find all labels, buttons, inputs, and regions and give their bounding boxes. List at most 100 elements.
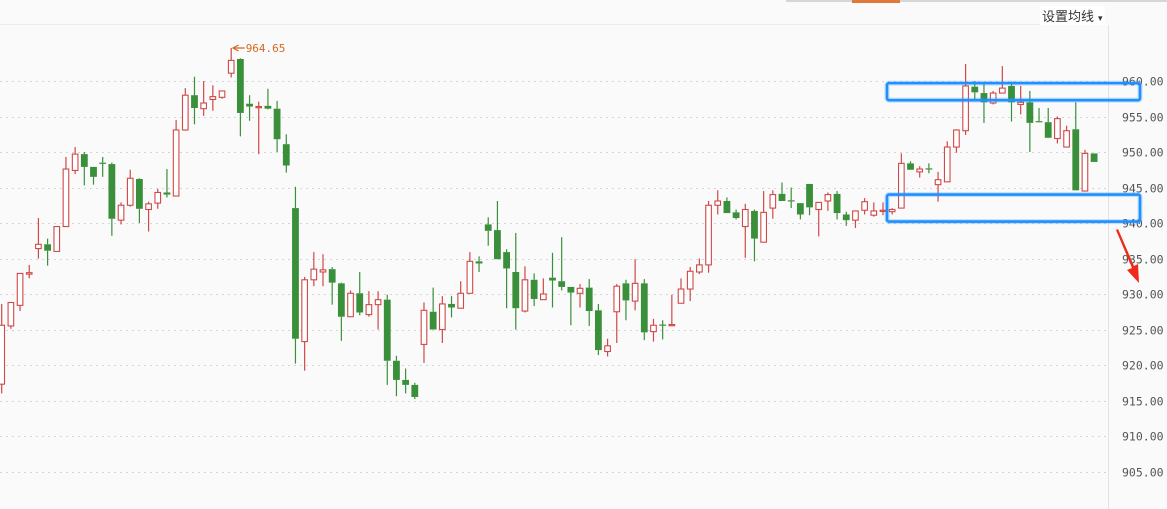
candle-up [705,200,712,273]
candle-body [172,129,180,197]
candle-body [888,208,896,213]
candle-body [824,194,832,202]
candle-body [503,252,510,269]
candle-body [1063,130,1070,148]
candle-up [374,291,382,330]
candle-body [1008,85,1015,103]
candle-body [815,201,823,211]
candle-down [751,209,758,262]
candle-body [558,281,566,287]
candle-up [145,201,152,232]
candle-body [319,269,327,273]
candle-body [668,323,676,327]
candle-body [631,282,639,302]
candle-down [484,217,492,246]
candle-up [347,290,354,318]
candle-body [907,163,914,170]
highlight-box [885,81,1142,102]
candle-up [686,267,694,302]
candle-up [852,210,859,228]
candle-body [154,191,162,204]
candle-body [7,301,15,327]
candle-down [80,152,88,186]
candle-body [429,311,437,330]
ma-settings-label: 设置均线 [1042,9,1095,24]
candle-body [25,272,33,275]
candle-body [457,292,465,309]
candle-up [227,47,235,78]
candle-up [319,254,327,287]
candle-body [0,324,6,385]
candle-body [861,201,868,211]
candle-up [989,90,997,105]
candle-up [218,90,226,99]
candle-body [640,283,648,333]
y-tick-label: 925.00 [1122,324,1164,338]
annotations: 964.65 [232,42,1143,283]
candle-down [925,163,933,174]
candle-body [549,277,556,281]
candle-up [0,303,6,394]
candle-up [760,191,767,243]
candle-body [411,384,419,397]
candle-up [888,208,896,215]
candle-body [383,299,391,361]
candle-body [530,279,538,299]
candle-up [255,101,263,155]
highlight-box [885,193,1142,223]
candle-body [916,168,924,173]
candle-body [117,204,125,221]
y-tick-label: 945.00 [1122,182,1164,196]
candle-up [631,259,639,311]
candle-body [108,164,116,219]
candle-down [273,100,281,152]
candle-body [236,58,244,113]
candle-body [686,270,694,290]
y-tick-label: 905.00 [1122,466,1164,480]
candle-body [751,210,758,239]
candle-body [650,324,657,333]
candle-up [668,294,676,327]
ma-settings-button[interactable]: 设置均线 ▾ [1040,6,1105,25]
candle-body [484,224,492,231]
candle-body [760,211,767,243]
candle-down [723,197,731,214]
candle-down [402,368,410,394]
candle-down [787,187,795,209]
candle-up [677,278,685,304]
candle-up [126,169,134,207]
y-tick-label: 940.00 [1122,217,1164,231]
candle-up [16,272,24,312]
candle-up [71,147,79,175]
candle-up [1081,149,1089,192]
candle-down [246,95,253,121]
candle-body [310,268,318,281]
candle-up [209,85,217,111]
candle-body [136,178,143,209]
candle-up [35,218,42,259]
highlight-box-glow [884,192,1143,225]
candle-up [466,252,474,294]
candle-up [457,281,465,309]
candle-body [585,287,593,312]
candle-body [448,303,455,308]
candle-body [218,90,226,98]
candle-up [25,264,33,279]
candle-body [622,283,630,301]
candle-body [53,226,61,252]
caret-down-icon: ▾ [1098,13,1103,23]
candle-down [1044,107,1052,138]
candle-down [393,355,400,397]
candle-down [337,282,345,341]
candle-body [806,183,813,208]
candle-up [741,203,749,258]
candle-body [962,85,969,132]
candle-down [136,178,143,223]
candle-down [512,232,520,330]
top-tab-strip [786,0,1167,2]
candle-body [714,200,722,206]
y-tick-label: 930.00 [1122,288,1164,302]
candle-up [916,166,924,178]
candle-up [953,129,960,153]
candle-down [475,256,483,272]
